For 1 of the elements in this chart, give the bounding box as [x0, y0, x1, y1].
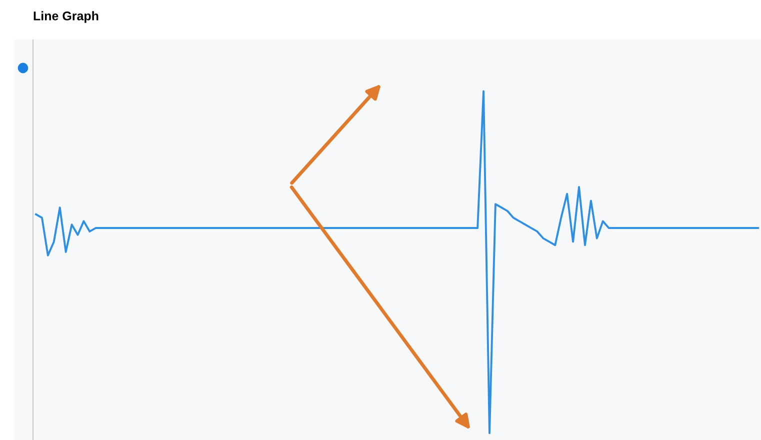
chart-title: Line Graph	[34, 11, 98, 23]
